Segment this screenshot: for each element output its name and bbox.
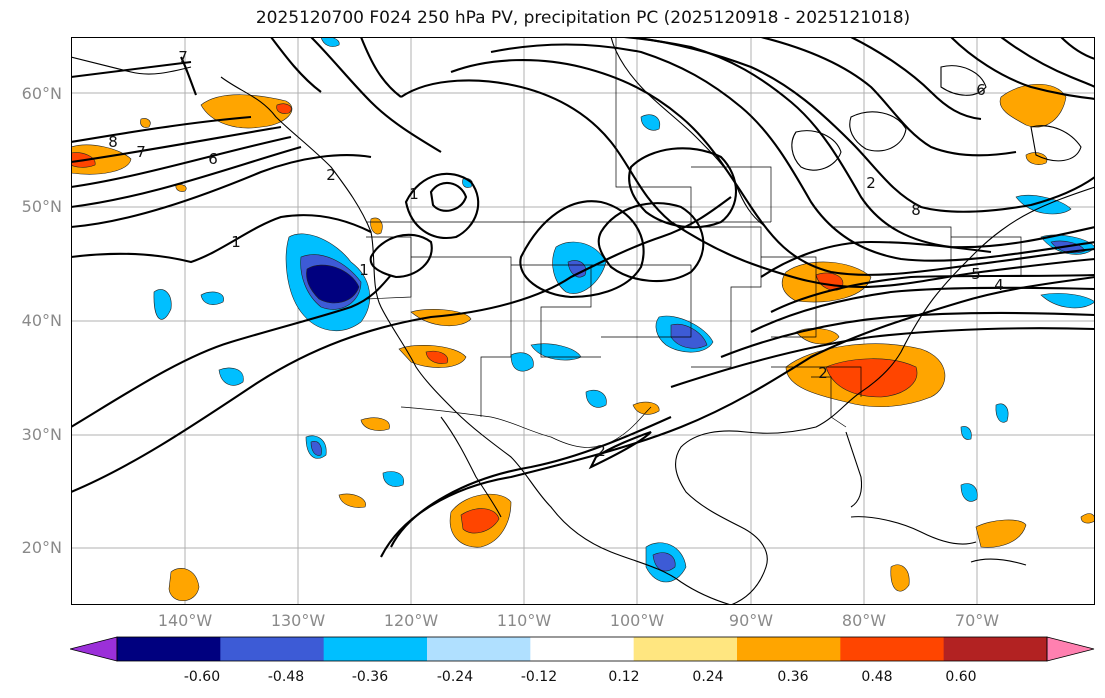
contour-label: 2	[866, 174, 876, 192]
precip-positive-shading	[71, 83, 1095, 602]
lat-label: 60°N	[21, 84, 62, 103]
lon-label: 140°W	[157, 611, 213, 630]
colorbar-tick-label: -0.36	[351, 669, 389, 685]
colorbar-tick-label: 0.48	[861, 669, 893, 685]
colorbar-tick-label: -0.12	[520, 669, 558, 685]
colorbar-tick-label: 0.60	[945, 669, 977, 685]
lon-label: 120°W	[383, 611, 439, 630]
colorbar-segment	[530, 637, 635, 661]
colorbar-tick-label: 0.24	[692, 669, 724, 685]
precip-negative-shading	[140, 37, 1095, 583]
lat-label: 30°N	[21, 425, 62, 444]
contour-label: 5	[971, 265, 981, 283]
lat-label: 40°N	[21, 311, 62, 330]
colorbar-segment	[117, 637, 221, 661]
colorbar-segment	[737, 637, 841, 661]
colorbar-segment	[220, 637, 325, 661]
map-title: 2025120700 F024 250 hPa PV, precipitatio…	[255, 8, 911, 28]
colorbar-tick-label: -0.48	[267, 669, 305, 685]
colorbar-segment	[943, 637, 1048, 661]
lon-label: 130°W	[270, 611, 326, 630]
coastlines	[71, 37, 1095, 605]
contour-label: 2	[596, 442, 606, 460]
lon-label: 90°W	[728, 611, 774, 630]
colorbar-tick-label: -0.24	[436, 669, 474, 685]
colorbar-segment	[323, 637, 428, 661]
colorbar-tick-label: -0.60	[183, 669, 221, 685]
lat-label: 20°N	[21, 538, 62, 557]
pv-contours	[71, 37, 1095, 558]
contour-label: 1	[409, 185, 419, 203]
contour-label: 4	[994, 276, 1004, 294]
contour-label: 7	[136, 143, 146, 161]
colorbar-segment	[633, 637, 738, 661]
contour-label: 2	[818, 364, 828, 382]
colorbar-extend-max	[1046, 636, 1095, 662]
colorbar-tick-label: 0.12	[608, 669, 640, 685]
lon-label: 70°W	[954, 611, 1000, 630]
colorbar-tick-label: 0.36	[777, 669, 809, 685]
colorbar-extend-min	[70, 636, 118, 662]
political-borders	[365, 37, 1022, 448]
contour-label: 1	[359, 261, 369, 279]
lon-label: 80°W	[841, 611, 887, 630]
contour-label: 8	[911, 201, 921, 219]
lon-label: 110°W	[496, 611, 552, 630]
colorbar-segment	[427, 637, 531, 661]
gridlines	[71, 37, 1095, 605]
lat-label: 50°N	[21, 197, 62, 216]
colorbar-outline	[116, 636, 1048, 662]
lon-label: 100°W	[609, 611, 665, 630]
contour-label: 1	[231, 233, 241, 251]
map-panel: 7 8 7 6 1 2 1 1 2 8 6 5 4 2 2	[71, 37, 1095, 605]
contour-label: 6	[208, 150, 218, 168]
colorbar	[70, 636, 1095, 662]
contour-label: 2	[326, 166, 336, 184]
colorbar-segment	[840, 637, 945, 661]
contour-label: 8	[108, 133, 118, 151]
contour-label: 6	[976, 81, 986, 99]
contour-label: 7	[178, 48, 188, 66]
